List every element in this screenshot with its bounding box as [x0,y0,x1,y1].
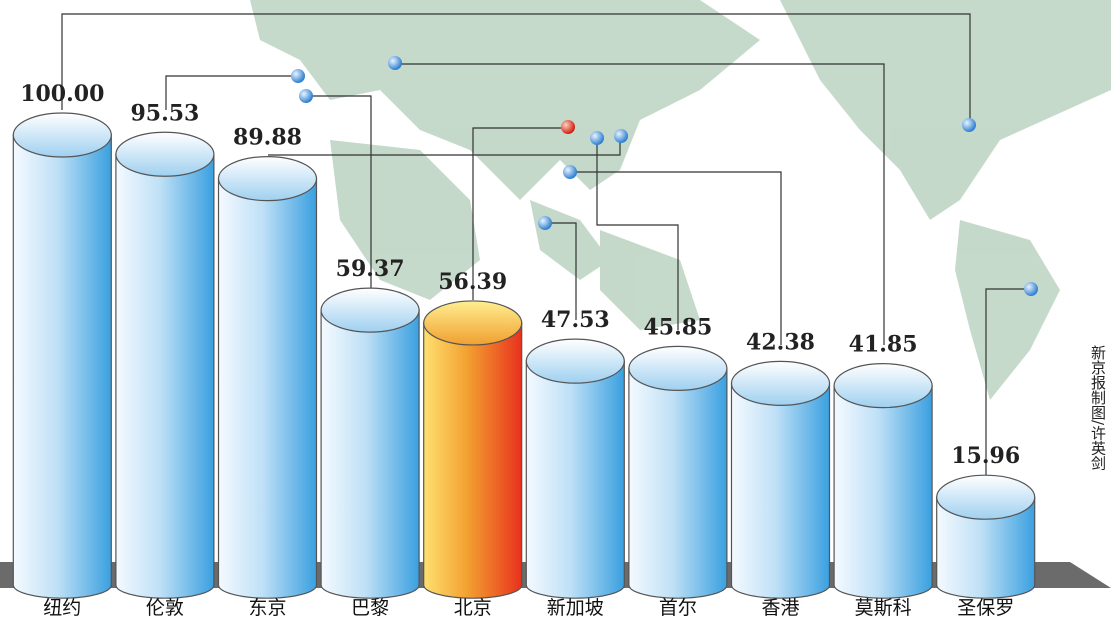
credit: 新京报制图/许英剑 [1089,345,1107,470]
bar-top [12,112,112,158]
x-tick-label: 东京 [248,597,286,619]
bar [115,153,215,599]
bar-top [320,287,420,333]
value-label: 59.37 [336,256,405,282]
bar [936,496,1036,599]
x-tick-label: 香港 [761,597,799,619]
x-tick-label: 纽约 [43,597,81,619]
bar [217,178,318,599]
bar-top [423,300,523,346]
x-tick-label: 新加坡 [547,597,604,619]
bar [320,309,420,599]
bar-top [115,131,215,177]
value-label: 42.38 [746,329,815,355]
bar-top [628,345,728,391]
map-background [250,0,1111,400]
bar [833,385,933,599]
bar-top [833,363,933,409]
bar [423,322,523,599]
value-label: 89.88 [233,125,302,151]
x-tick-label: 圣保罗 [957,597,1014,619]
value-label: 15.96 [951,443,1020,469]
x-tick-label: 首尔 [659,597,697,619]
bar-top [936,474,1036,520]
x-tick-label: 北京 [454,597,492,619]
x-tick-label: 巴黎 [351,597,389,619]
value-label: 41.85 [849,332,918,358]
bar [12,134,112,599]
bar-top [217,156,318,202]
x-tick-label: 莫斯科 [855,597,912,619]
value-label: 45.85 [643,314,712,340]
bar [525,360,625,599]
x-tick-label: 伦敦 [146,597,184,619]
value-label: 47.53 [541,307,610,333]
bar [628,367,728,599]
bar-top [730,360,831,406]
connectors [61,13,1038,485]
value-label: 100.00 [20,81,104,107]
bar [730,382,831,599]
value-label: 95.53 [130,100,199,126]
bar-top [525,338,625,384]
value-label: 56.39 [438,269,507,295]
